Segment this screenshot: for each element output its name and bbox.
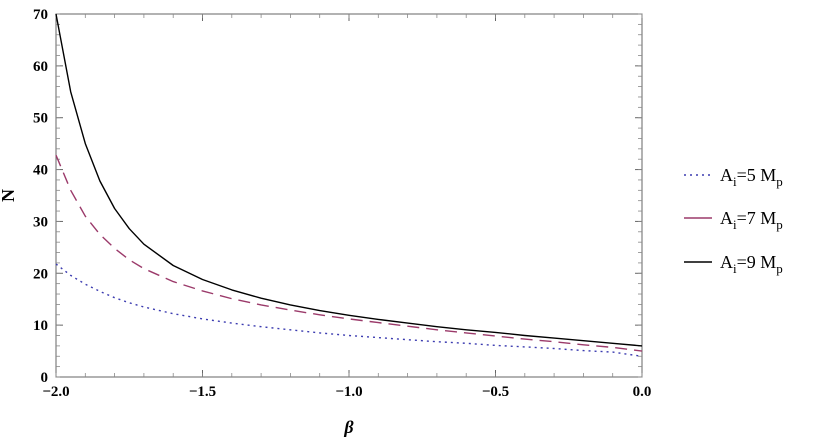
- x-tick-label: −0.5: [482, 384, 509, 400]
- legend-label-2: Ai=7 Mp: [720, 208, 783, 232]
- y-tick-label: 60: [33, 59, 48, 75]
- x-axis-label: β: [343, 417, 354, 437]
- x-tick-label: 0.0: [633, 384, 652, 400]
- series-group: [55, 13, 643, 357]
- y-tick-label: 70: [33, 7, 48, 23]
- y-tick-label: 0: [41, 370, 49, 386]
- y-tick-label: 10: [33, 318, 48, 334]
- y-axis-label: N: [0, 189, 18, 202]
- plot-frame: [55, 13, 643, 378]
- series-line-1: [55, 263, 643, 357]
- legend-label-1: Ai=5 Mp: [720, 165, 783, 189]
- axes: −2.0 −1.5 −1.0 −0.5 0.0 0 10 20 30 40 50 60 70 β N: [0, 7, 651, 437]
- legend: Ai=5 Mp Ai=7 Mp Ai=9 Mp: [684, 165, 783, 276]
- x-tick-label: −1.0: [335, 384, 362, 400]
- y-tick-label: 40: [33, 163, 48, 179]
- x-tick-label: −2.0: [42, 384, 69, 400]
- x-tick-label: −1.5: [189, 384, 216, 400]
- y-tick-label: 30: [33, 214, 48, 230]
- series-line-2: [55, 154, 643, 352]
- y-tick-label: 50: [33, 111, 48, 127]
- series-line-3: [55, 13, 643, 347]
- legend-label-3: Ai=9 Mp: [720, 252, 783, 276]
- y-tick-label: 20: [33, 266, 48, 282]
